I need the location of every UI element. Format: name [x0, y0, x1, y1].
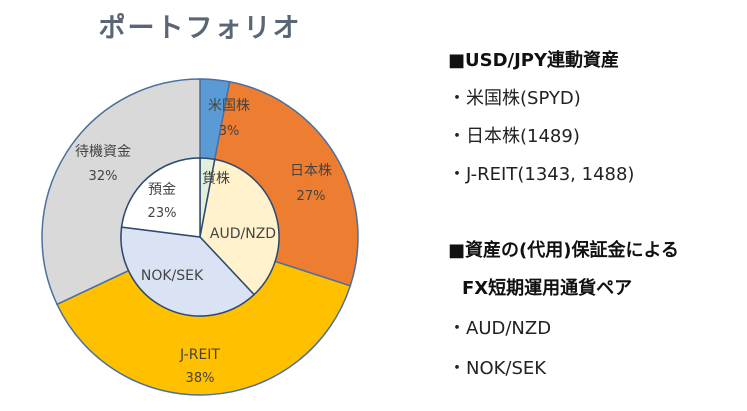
legend-item-1489: ・日本株(1489) [448, 126, 580, 147]
legend-title-fx: ■資産の(代用)保証金による [448, 240, 679, 261]
inner-label-slice-0: 貨株 [202, 170, 230, 187]
legend-title-usd-jpy: ■USD/JPY連動資産 [448, 50, 620, 71]
inner-label-nok-sek: NOK/SEK [141, 268, 204, 284]
inner-label-aud-nzd: AUD/NZD [210, 226, 276, 242]
outer-value-slice-0: 3% [219, 124, 240, 139]
outer-label-slice-1: 日本株 [290, 163, 332, 179]
legend-fx: ■資産の(代用)保証金による FX短期運用通貨ペア ・AUD/NZD ・NOK/… [448, 236, 679, 380]
legend-usd-jpy: ■USD/JPY連動資産 ・米国株(SPYD) ・日本株(1489) ・J-RE… [448, 46, 634, 186]
inner-slice-aud-nzd [199, 158, 280, 296]
legend-item-nok-sek: ・NOK/SEK [448, 358, 547, 379]
slice-labels: 米国株 3% 日本株 27% J-REIT 38% 待機資金 32% 貨株 AUD/NZD NOK/… [75, 98, 332, 386]
legend-item-jreit: ・J-REIT(1343, 1488) [448, 164, 635, 185]
inner-label-slice-3: 預金 [148, 182, 176, 198]
outer-value-slice-3: 32% [89, 169, 118, 184]
legend-title-fx-line2: FX短期運用通貨ペア [462, 278, 633, 299]
outer-label-slice-0: 米国株 [208, 98, 250, 114]
inner-value-slice-3: 23% [148, 206, 177, 221]
outer-label-slice-3: 待機資金 [75, 144, 131, 160]
legend-item-aud-nzd: ・AUD/NZD [448, 318, 552, 339]
outer-label-j-reit: J-REIT [179, 347, 220, 363]
inner-slice-slice-3 [120, 157, 201, 238]
donut-chart: 米国株 3% 日本株 27% J-REIT 38% 待機資金 32% 貨株 AUD/NZD NOK/… [41, 78, 359, 396]
outer-value-j-reit: 38% [186, 371, 215, 386]
inner-slice-nok-sek [120, 226, 256, 317]
chart-title: ポートフォリオ [98, 13, 302, 44]
inner-ring [120, 157, 280, 317]
outer-value-slice-1: 27% [297, 189, 326, 204]
outer-ring [41, 78, 359, 396]
legend-item-spyd: ・米国株(SPYD) [448, 88, 581, 109]
